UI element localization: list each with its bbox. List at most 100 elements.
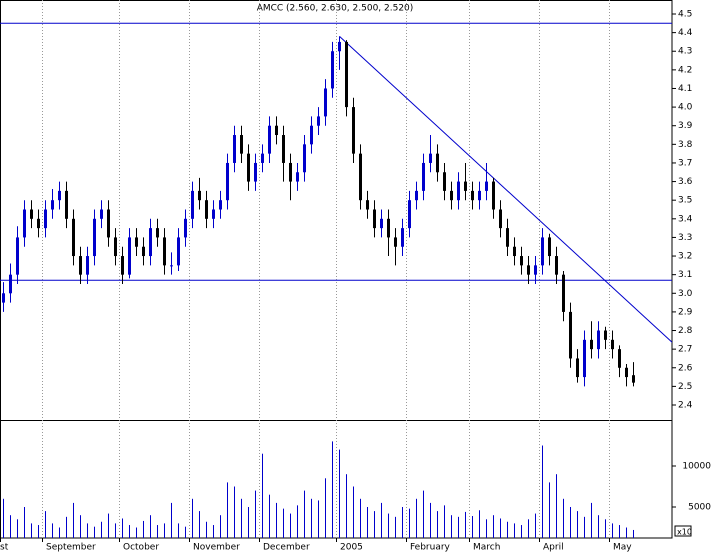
volume-bar (178, 523, 179, 538)
volume-bar (31, 523, 32, 538)
x-tick-label: March (473, 543, 500, 552)
volume-bar (262, 453, 263, 538)
candle-body (443, 172, 446, 191)
candle-body (401, 228, 404, 247)
candle-body (9, 274, 12, 294)
candle-body (632, 375, 635, 383)
volume-bar (514, 523, 515, 538)
volume-bar (185, 526, 186, 538)
x-tick-label: October (123, 543, 159, 552)
volume-bar (605, 519, 606, 538)
volume-bar (626, 527, 627, 538)
volume-bar (402, 507, 403, 538)
y-tick-label: 3.2 (678, 252, 692, 262)
y-tick-label: 2.4 (678, 401, 693, 411)
candle-body (415, 190, 418, 201)
candle-body (37, 218, 40, 229)
volume-bar (388, 513, 389, 538)
volume-bar (528, 519, 529, 538)
volume-bar (45, 511, 46, 538)
volume-bar (290, 513, 291, 538)
volume-bar (38, 525, 39, 538)
volume-bar (80, 515, 81, 538)
volume-bar (192, 498, 193, 538)
volume-bar (521, 525, 522, 538)
candle-body (268, 125, 271, 154)
volume-bar (542, 445, 543, 538)
candle-body (359, 153, 362, 201)
candle-body (100, 209, 103, 219)
volume-bar (444, 505, 445, 538)
volume-bar (493, 515, 494, 538)
y-tick-label: 2.8 (678, 326, 693, 336)
candle-body (338, 41, 341, 52)
volume-bar (507, 521, 508, 538)
volume-bar (234, 486, 235, 538)
candle-body (324, 88, 327, 117)
candle-body (107, 209, 110, 238)
y-tick-label: 3.5 (678, 196, 692, 206)
volume-bar (325, 478, 326, 538)
volume-bar (367, 507, 368, 538)
volume-bar (171, 502, 172, 538)
candle-body (254, 162, 257, 182)
candle-body (492, 181, 495, 210)
candle-body (527, 265, 530, 275)
volume-bar (430, 502, 431, 538)
candle-body (618, 349, 621, 368)
volume-bar (577, 511, 578, 538)
volume-bar (73, 502, 74, 538)
y-tick-label: 3.9 (678, 121, 693, 131)
volume-bar (227, 482, 228, 538)
candle-body (72, 218, 75, 257)
x-tick-label: April (543, 543, 564, 552)
candle-body (394, 237, 397, 247)
volume-bar (591, 502, 592, 538)
candle-body (121, 256, 124, 275)
candle-body (604, 330, 607, 340)
candle-body (366, 200, 369, 210)
candle-body (597, 330, 600, 350)
volume-bar (353, 486, 354, 538)
volume-bar (318, 500, 319, 538)
volume-bar (339, 449, 340, 538)
candle-body (149, 228, 152, 257)
price-layer (0, 22, 672, 387)
volume-bar (24, 507, 25, 538)
candle-body (233, 135, 236, 163)
candle-body (436, 153, 439, 173)
volume-bar (269, 494, 270, 538)
candle-body (478, 190, 481, 201)
candle-body (16, 237, 19, 275)
volume-bar (94, 526, 95, 538)
candle-body (464, 181, 467, 191)
chart-title: AMCC (2.560, 2.630, 2.500, 2.520) (257, 4, 414, 14)
volume-bar (17, 519, 18, 538)
candle-body (408, 200, 411, 229)
volume-bar (584, 516, 585, 538)
candle-body (79, 256, 82, 275)
volume-bar (458, 516, 459, 538)
volume-bar (332, 441, 333, 538)
volume-bar (115, 523, 116, 538)
x-tick-label: May (613, 543, 632, 552)
volume-bar (10, 515, 11, 538)
candle-body (345, 41, 348, 108)
volume-bar (395, 516, 396, 538)
volume-bar (52, 523, 53, 538)
volume-tick-label: 5000 (688, 503, 711, 513)
volume-bar (101, 521, 102, 538)
y-tick-label: 3.7 (678, 158, 692, 168)
volume-bar (108, 513, 109, 538)
candle-body (170, 265, 173, 267)
candle-body (450, 190, 453, 201)
volume-bar (556, 474, 557, 538)
y-tick-label: 2.6 (678, 363, 693, 373)
volume-bar (598, 515, 599, 538)
volume-bar (381, 502, 382, 538)
volume-bar (157, 525, 158, 538)
candle-body (86, 256, 89, 275)
volume-bar (633, 529, 634, 538)
candle-body (30, 209, 33, 219)
volume-bar (297, 505, 298, 538)
